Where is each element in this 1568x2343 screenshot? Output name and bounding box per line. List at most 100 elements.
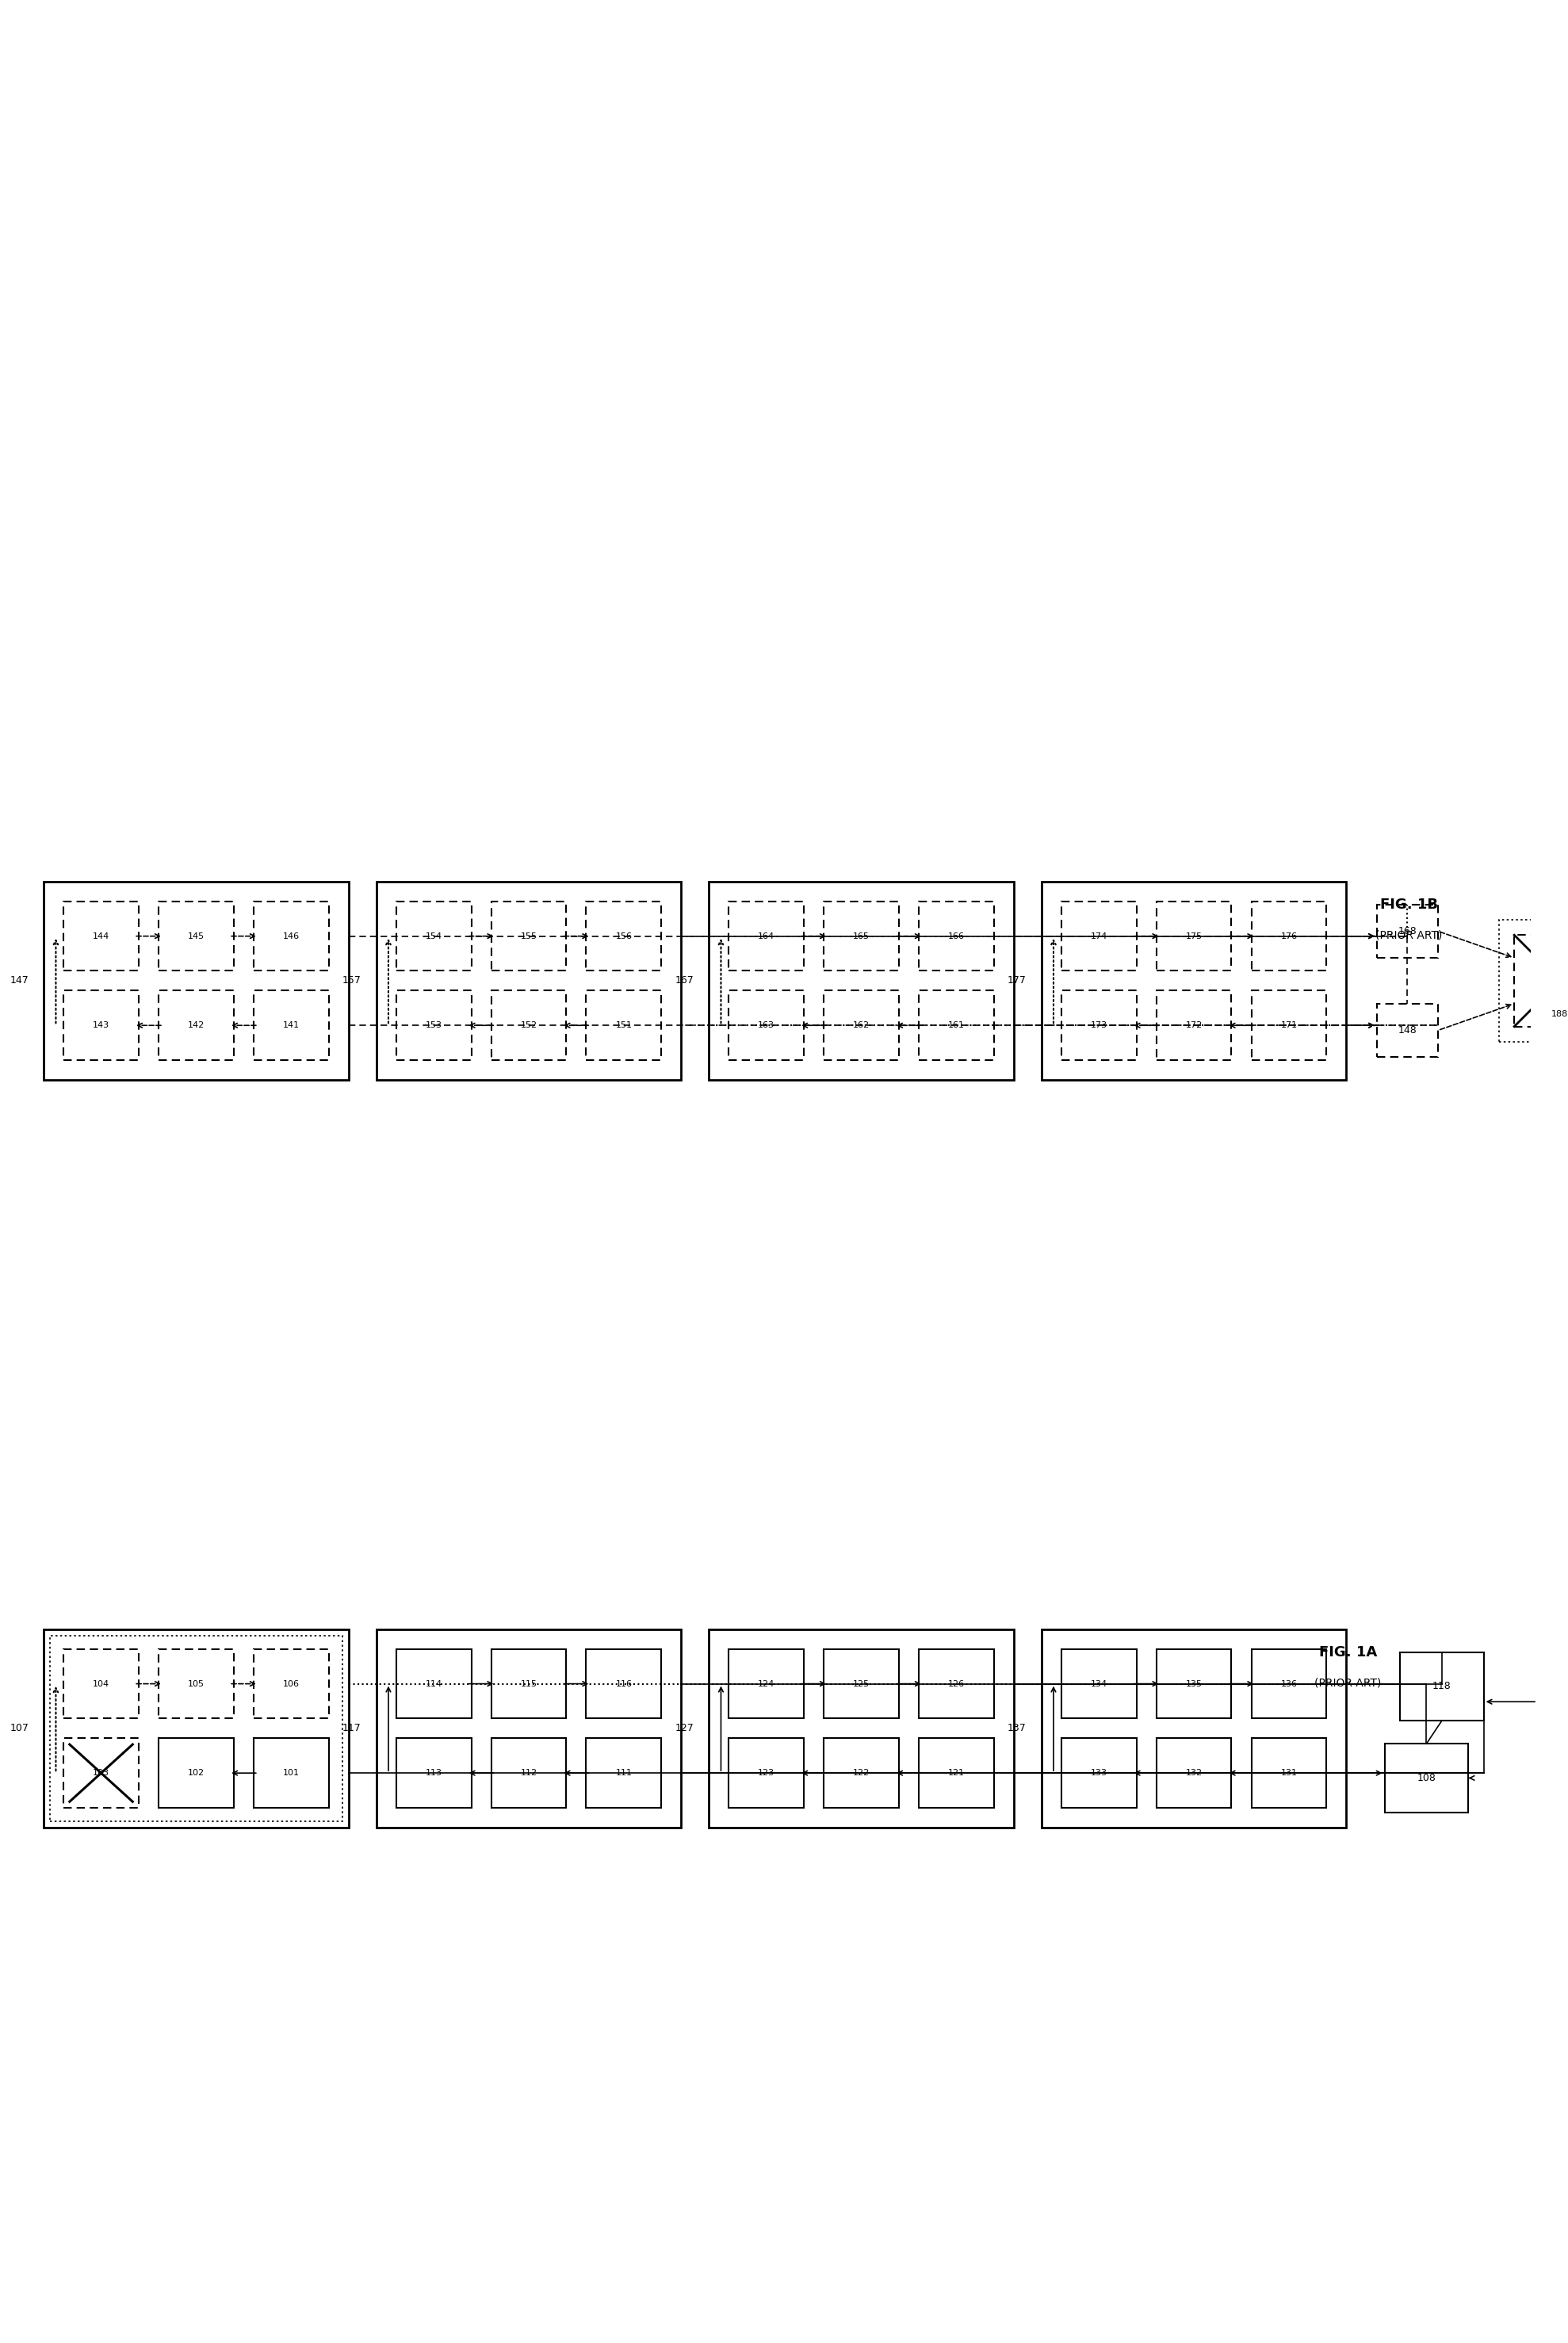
Text: 131: 131 [1281, 1769, 1297, 1776]
Bar [1251, 1739, 1327, 1809]
Text: 107: 107 [9, 1722, 28, 1734]
Bar [254, 991, 329, 1059]
Text: 172: 172 [1185, 1022, 1203, 1029]
Text: 166: 166 [949, 933, 964, 940]
Bar [709, 1628, 1014, 1828]
Bar [823, 1649, 898, 1717]
Bar [50, 1635, 343, 1821]
Bar [158, 1649, 234, 1717]
Bar [1251, 991, 1327, 1059]
Text: 155: 155 [521, 933, 538, 940]
Bar [919, 1649, 994, 1717]
Text: 147: 147 [9, 975, 28, 986]
Text: 171: 171 [1281, 1022, 1297, 1029]
Bar [1041, 1628, 1347, 1828]
Text: 125: 125 [853, 1680, 870, 1687]
Text: 162: 162 [853, 1022, 870, 1029]
Text: 142: 142 [188, 1022, 204, 1029]
Bar [63, 1739, 138, 1809]
Bar [1062, 902, 1137, 970]
Bar [1156, 991, 1231, 1059]
Bar [1400, 1652, 1483, 1720]
Text: 167: 167 [674, 975, 693, 986]
Bar [63, 1649, 138, 1717]
Text: 173: 173 [1090, 1022, 1107, 1029]
Bar [1156, 1739, 1231, 1809]
Bar [158, 1739, 234, 1809]
Text: 161: 161 [949, 1022, 964, 1029]
Bar [397, 1649, 472, 1717]
Text: 141: 141 [282, 1022, 299, 1029]
Text: 137: 137 [1008, 1722, 1027, 1734]
Text: 123: 123 [757, 1769, 775, 1776]
Bar [1156, 1649, 1231, 1717]
Bar [1156, 902, 1231, 970]
Bar [491, 902, 566, 970]
Text: 103: 103 [93, 1769, 110, 1776]
Bar [491, 1649, 566, 1717]
Text: 106: 106 [282, 1680, 299, 1687]
Text: 124: 124 [757, 1680, 775, 1687]
Text: 114: 114 [425, 1680, 442, 1687]
Text: 118: 118 [1432, 1682, 1450, 1692]
Text: 164: 164 [757, 933, 775, 940]
Text: 132: 132 [1185, 1769, 1203, 1776]
Bar [586, 1739, 662, 1809]
Bar [254, 902, 329, 970]
Bar [823, 902, 898, 970]
Bar [376, 881, 681, 1080]
Text: (PRIOR ART): (PRIOR ART) [1375, 930, 1443, 940]
Text: 152: 152 [521, 1022, 538, 1029]
Bar [491, 1739, 566, 1809]
Text: 163: 163 [757, 1022, 775, 1029]
Bar [254, 1739, 329, 1809]
Bar [1062, 991, 1137, 1059]
Text: 102: 102 [188, 1769, 204, 1776]
Bar [1251, 1649, 1327, 1717]
Bar [158, 902, 234, 970]
Text: 126: 126 [949, 1680, 964, 1687]
Bar [1377, 904, 1438, 958]
Text: 117: 117 [342, 1722, 361, 1734]
Text: 113: 113 [425, 1769, 442, 1776]
Bar [729, 991, 804, 1059]
Text: 168: 168 [1399, 925, 1417, 937]
Bar [586, 991, 662, 1059]
Text: 143: 143 [93, 1022, 110, 1029]
Bar [1377, 1003, 1438, 1057]
Text: 156: 156 [616, 933, 632, 940]
Bar [823, 1739, 898, 1809]
Text: 145: 145 [188, 933, 204, 940]
Text: 188: 188 [1552, 1010, 1568, 1019]
Bar [709, 881, 1014, 1080]
Text: 134: 134 [1090, 1680, 1107, 1687]
Bar [729, 902, 804, 970]
Bar [729, 1649, 804, 1717]
Text: 175: 175 [1185, 933, 1203, 940]
Text: 122: 122 [853, 1769, 870, 1776]
Text: 154: 154 [425, 933, 442, 940]
Bar [1062, 1649, 1137, 1717]
Bar [63, 991, 138, 1059]
Bar [586, 902, 662, 970]
Bar [397, 902, 472, 970]
Text: 146: 146 [282, 933, 299, 940]
Text: 165: 165 [853, 933, 870, 940]
Text: 115: 115 [521, 1680, 538, 1687]
Text: 121: 121 [949, 1769, 964, 1776]
Bar [729, 1739, 804, 1809]
Bar [1062, 1739, 1137, 1809]
Bar [919, 991, 994, 1059]
Text: FIG. 1A: FIG. 1A [1319, 1645, 1377, 1659]
Text: 151: 151 [616, 1022, 632, 1029]
Text: 127: 127 [674, 1722, 693, 1734]
Bar [376, 1628, 681, 1828]
Text: 177: 177 [1007, 975, 1027, 986]
Bar [1515, 935, 1568, 1026]
Bar [1041, 881, 1347, 1080]
Bar [1499, 921, 1568, 1043]
Text: 108: 108 [1417, 1774, 1436, 1783]
Text: 144: 144 [93, 933, 110, 940]
Text: (PRIOR ART): (PRIOR ART) [1314, 1678, 1381, 1689]
Bar [254, 1649, 329, 1717]
